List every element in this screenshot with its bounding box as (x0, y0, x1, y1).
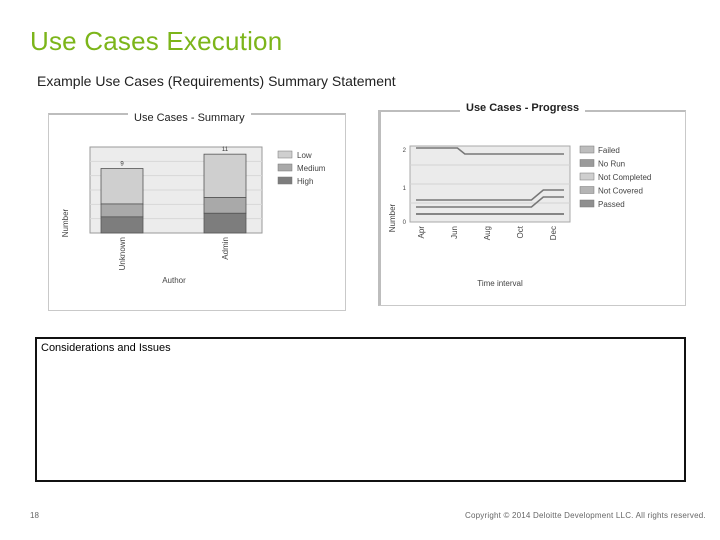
legend-label: Not Completed (598, 173, 651, 182)
legend-swatch (579, 186, 595, 194)
x-tick-label: Unknown (118, 237, 127, 270)
bar-segment-medium (100, 203, 144, 218)
slide-title: Use Cases Execution (30, 26, 283, 56)
legend-label: Medium (297, 164, 326, 173)
progress-chart: 0 1 2 Apr Jun Aug Oct Dec Number Time interval Fai… (388, 145, 651, 288)
legend-label: No Run (598, 160, 625, 169)
x-tick-label: Admin (221, 237, 230, 260)
legend-label: Failed (598, 146, 620, 155)
considerations-box: Considerations and Issues (35, 337, 686, 482)
legend-swatch (579, 199, 595, 208)
bar-segment-high (100, 216, 144, 234)
slide-subtitle: Example Use Cases (Requirements) Summary… (37, 73, 396, 89)
bar-segment-high (203, 212, 247, 234)
legend-label: Low (297, 151, 312, 160)
legend-label: Not Covered (598, 187, 643, 196)
bar-segment-low (203, 153, 247, 198)
series-line-not-completed (416, 196, 564, 208)
y-axis-label: Number (388, 203, 397, 232)
y-tick-label: 0 (403, 220, 407, 226)
x-tick-label: Oct (516, 225, 525, 238)
legend-swatch (579, 145, 595, 154)
x-axis-label: Time interval (477, 279, 523, 288)
y-tick-label: 1 (403, 186, 407, 192)
series-line-failed (416, 147, 564, 155)
legend-swatch (277, 150, 293, 159)
x-tick-label: Aug (483, 226, 492, 240)
x-tick-label: Dec (549, 226, 558, 240)
bar-total-label: 11 (222, 147, 229, 153)
y-tick-label: 2 (403, 148, 407, 154)
progress-chart-title: Use Cases - Progress (460, 102, 586, 114)
legend-swatch (579, 159, 595, 167)
legend-swatch (277, 163, 293, 172)
considerations-label: Considerations and Issues (41, 342, 171, 354)
legend-label: High (297, 177, 313, 186)
page-number: 18 (30, 511, 39, 520)
bar-segment-medium (203, 197, 247, 214)
legend-label: Passed (598, 200, 625, 209)
y-axis-label: Number (61, 208, 70, 237)
legend-swatch (579, 172, 595, 181)
bar-segment-low (100, 168, 144, 205)
legend-swatch (277, 176, 293, 185)
bar-total-label: 9 (120, 162, 124, 168)
summary-chart-title: Use Cases - Summary (128, 112, 251, 124)
x-axis-label: Author (162, 276, 186, 285)
summary-chart: 9 Unknown 11 Admin Number Author Low Medium High (61, 146, 326, 285)
copyright-notice: Copyright © 2014 Deloitte Development LL… (465, 511, 706, 520)
x-tick-label: Apr (417, 226, 426, 239)
x-tick-label: Jun (450, 226, 459, 239)
series-line-no-run (416, 189, 564, 201)
